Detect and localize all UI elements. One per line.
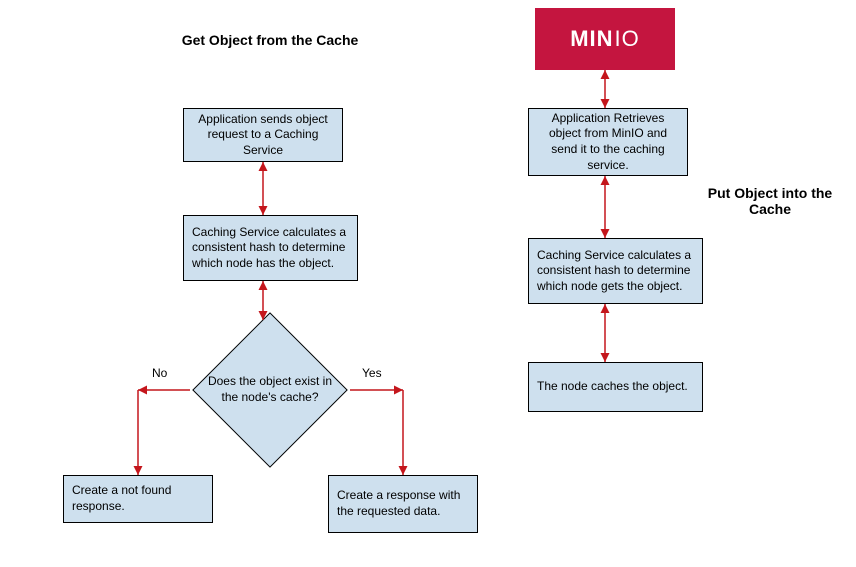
node-response-data: Create a response with the requested dat… <box>328 475 478 533</box>
node-label: Create a not found response. <box>72 483 204 514</box>
node-label: The node caches the object. <box>537 379 688 395</box>
node-node-caches: The node caches the object. <box>528 362 703 412</box>
flowchart-canvas: Get Object from the Cache Put Object int… <box>0 0 856 567</box>
branch-label-no: No <box>152 366 167 380</box>
branch-label-yes: Yes <box>362 366 382 380</box>
node-app-retrieves-minio: Application Retrieves object from MinIO … <box>528 108 688 176</box>
node-label: Caching Service calculates a consistent … <box>537 248 694 295</box>
minio-logo: MINIO <box>535 8 675 70</box>
node-hash-which-gets: Caching Service calculates a consistent … <box>528 238 703 304</box>
node-label: Caching Service calculates a consistent … <box>192 225 349 272</box>
node-label: Create a response with the requested dat… <box>337 488 469 519</box>
decision-label: Does the object exist in the node's cach… <box>201 330 339 451</box>
node-label: Application Retrieves object from MinIO … <box>537 111 679 173</box>
heading-get: Get Object from the Cache <box>140 32 400 48</box>
node-app-sends-request: Application sends object request to a Ca… <box>183 108 343 162</box>
node-not-found: Create a not found response. <box>63 475 213 523</box>
node-label: Application sends object request to a Ca… <box>192 112 334 159</box>
heading-put: Put Object into the Cache <box>700 185 840 217</box>
node-hash-which-has: Caching Service calculates a consistent … <box>183 215 358 281</box>
